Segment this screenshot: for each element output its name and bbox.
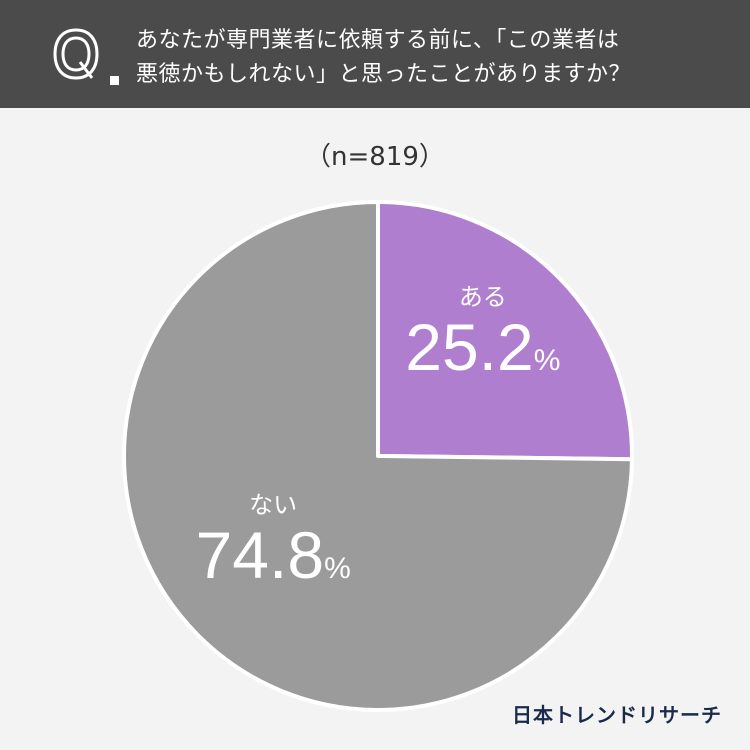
question-text: あなたが専門業者に依頼する前に、「この業者は 悪徳かもしれない」と思ったことがあ…	[136, 24, 736, 92]
slice-value-aru: 25.2%	[405, 312, 560, 396]
slice-percent-sign-aru: %	[533, 344, 561, 378]
question-line-1: あなたが専門業者に依頼する前に、「この業者は	[136, 28, 620, 53]
sample-size-label: （n=819）	[305, 142, 445, 172]
slice-value-number-nai: 74.8	[195, 517, 325, 592]
question-header: あなたが専門業者に依頼する前に、「この業者は 悪徳かもしれない」と思ったことがあ…	[0, 0, 750, 108]
q-letter-icon	[53, 28, 99, 80]
pie-slice-aru	[376, 200, 634, 462]
question-line-2: 悪徳かもしれない」と思ったことがありますか？	[136, 62, 632, 87]
slice-percent-sign-nai: %	[324, 551, 351, 585]
slice-name-aru: ある	[458, 283, 507, 312]
pie-slice-nai	[122, 200, 634, 712]
q-dot	[110, 76, 119, 85]
slice-value-nai: 74.8%	[196, 520, 351, 604]
slice-name-nai: ない	[249, 490, 298, 519]
slice-label-nai: ない 74.8%	[196, 490, 351, 604]
brand-logo: 日本トレンドリサーチ	[512, 703, 722, 727]
slice-value-number-aru: 25.2	[405, 310, 534, 385]
slice-label-aru: ある 25.2%	[405, 282, 560, 396]
